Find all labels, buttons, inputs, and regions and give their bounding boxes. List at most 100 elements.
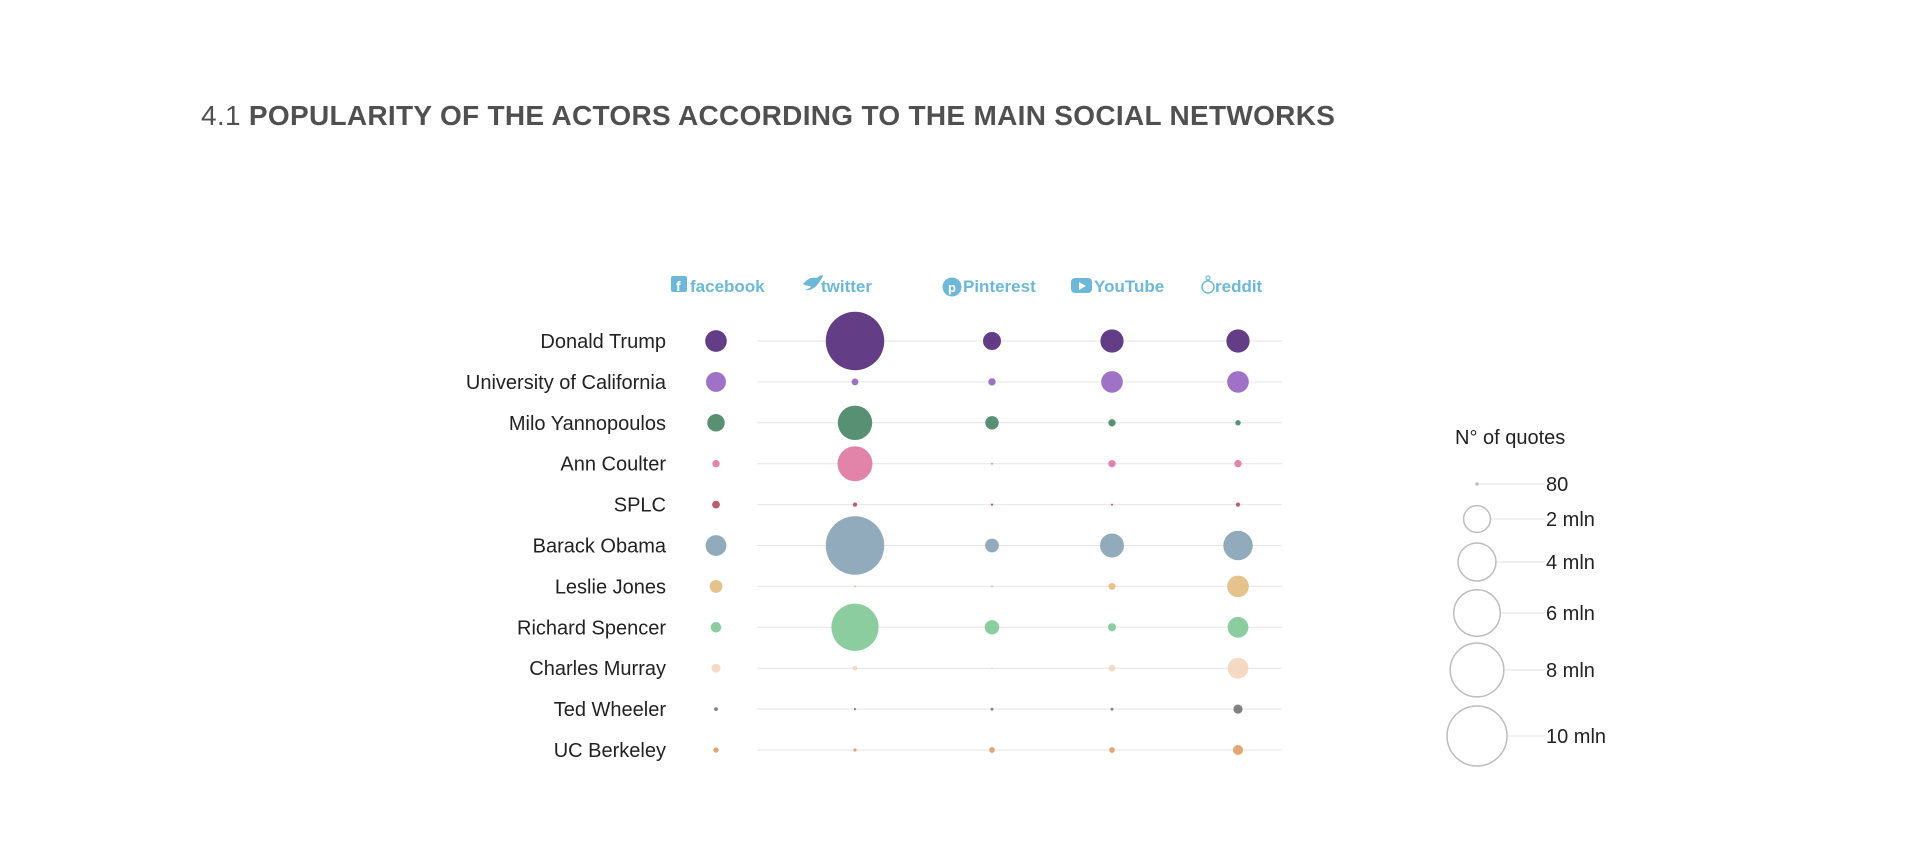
twitter-bird-icon: [803, 275, 823, 291]
reddit-alien-icon: [1201, 275, 1215, 294]
legend-item: 2 mln: [1462, 504, 1595, 534]
legend-label: 10 mln: [1546, 726, 1606, 748]
bubble: [1108, 419, 1116, 427]
bubble: [985, 538, 999, 553]
bubble: [1110, 707, 1114, 711]
bubble: [825, 516, 885, 575]
row-label: UC Berkeley: [554, 740, 666, 762]
bubble: [837, 446, 873, 482]
row-label: Richard Spencer: [517, 617, 666, 639]
legend-bubble: [1475, 482, 1479, 486]
column-header-youtube: YouTube: [1071, 277, 1164, 296]
svg-text:f: f: [676, 278, 681, 294]
column-label: twitter: [821, 277, 872, 296]
pinterest-icon: p: [942, 277, 962, 297]
bubble: [851, 378, 859, 386]
bubble: [713, 747, 719, 753]
bubble: [1101, 371, 1123, 393]
bubble: [705, 535, 727, 556]
row-label: SPLC: [614, 495, 666, 517]
bubble: [1100, 533, 1124, 558]
bubble: [1108, 664, 1116, 672]
bubble: [1227, 657, 1249, 679]
row-labels: Donald Trump University of California Milo…: [466, 331, 667, 762]
column-label: YouTube: [1094, 277, 1164, 296]
legend-item: 4 mln: [1457, 542, 1595, 582]
row-label: Charles Murray: [529, 658, 666, 680]
column-header-reddit: reddit: [1201, 275, 1263, 296]
bubble: [988, 378, 996, 386]
column-headers: f facebook twitter p Pinterest YouTube reddit: [671, 275, 1263, 297]
row-label: University of California: [466, 372, 667, 394]
bubble: [989, 747, 995, 753]
bubble: [1100, 329, 1124, 353]
facebook-icon: f: [671, 276, 687, 294]
column-header-pinterest: p Pinterest: [942, 277, 1036, 297]
bubble: [852, 502, 858, 507]
legend-item: 80: [1475, 474, 1568, 496]
bubble: [1235, 420, 1241, 426]
bubble: [837, 405, 873, 441]
bubble: [1108, 460, 1116, 468]
page-title: 4.1 POPULARITY OF THE ACTORS ACCORDING T…: [201, 100, 1335, 132]
legend-label: 8 mln: [1546, 660, 1595, 682]
bubble: [710, 622, 722, 633]
bubble: [706, 371, 726, 392]
svg-text:p: p: [948, 280, 956, 295]
legend-label: 4 mln: [1546, 552, 1595, 574]
bubble: [990, 707, 994, 711]
bubble: [1227, 616, 1249, 638]
column-header-twitter: twitter: [803, 275, 872, 296]
bubble: [1234, 460, 1242, 468]
bubble: [711, 663, 721, 673]
size-legend: N° of quotes 80 2 mln 4 mln 6 mln 8 mln 10 mln: [1446, 427, 1606, 767]
bubble: [714, 707, 718, 711]
bubble: [1227, 575, 1249, 598]
bubble: [1226, 329, 1250, 353]
column-label: Pinterest: [963, 277, 1036, 296]
bubble: [1233, 704, 1243, 714]
bubble: [984, 620, 1000, 635]
youtube-play-icon: [1071, 278, 1092, 293]
bubble: [1227, 371, 1249, 393]
bubble: [854, 585, 856, 588]
row-label: Ted Wheeler: [554, 699, 667, 721]
bubble: [991, 462, 993, 465]
legend-bubble: [1446, 705, 1508, 767]
legend-bubble: [1453, 589, 1501, 637]
bubble: [825, 311, 885, 371]
legend-item: 10 mln: [1446, 705, 1606, 767]
row-label: Milo Yannopoulos: [509, 413, 666, 435]
column-label: facebook: [690, 277, 765, 296]
bubble: [1111, 503, 1113, 506]
legend-label: 6 mln: [1546, 603, 1595, 625]
bubble: [712, 460, 720, 468]
row-label: Donald Trump: [540, 331, 666, 353]
legend-bubble: [1462, 504, 1492, 534]
legend-bubble: [1457, 542, 1497, 582]
row-label: Ann Coulter: [560, 454, 666, 476]
column-header-facebook: f facebook: [671, 276, 765, 296]
legend-label: 80: [1546, 474, 1568, 496]
bubble: [991, 667, 993, 670]
row-label: Barack Obama: [533, 536, 667, 558]
row-label: Leslie Jones: [555, 576, 666, 598]
column-label: reddit: [1215, 277, 1263, 296]
section-number: 4.1: [201, 100, 241, 131]
bubble: [831, 603, 879, 651]
legend-label: 2 mln: [1546, 509, 1595, 531]
section-title: POPULARITY OF THE ACTORS ACCORDING TO TH…: [248, 100, 1336, 131]
bubble: [1235, 502, 1241, 507]
bubble: [991, 585, 993, 588]
bubble: [712, 500, 720, 509]
bubble: [852, 665, 858, 671]
bubble: [1223, 530, 1253, 561]
bubble: [1108, 582, 1116, 590]
bubble: [1232, 744, 1244, 756]
bubble: [985, 416, 999, 430]
bubble: [983, 332, 1001, 350]
legend-bubble: [1449, 642, 1505, 698]
bubble: [853, 748, 857, 752]
bubble: [853, 707, 857, 711]
